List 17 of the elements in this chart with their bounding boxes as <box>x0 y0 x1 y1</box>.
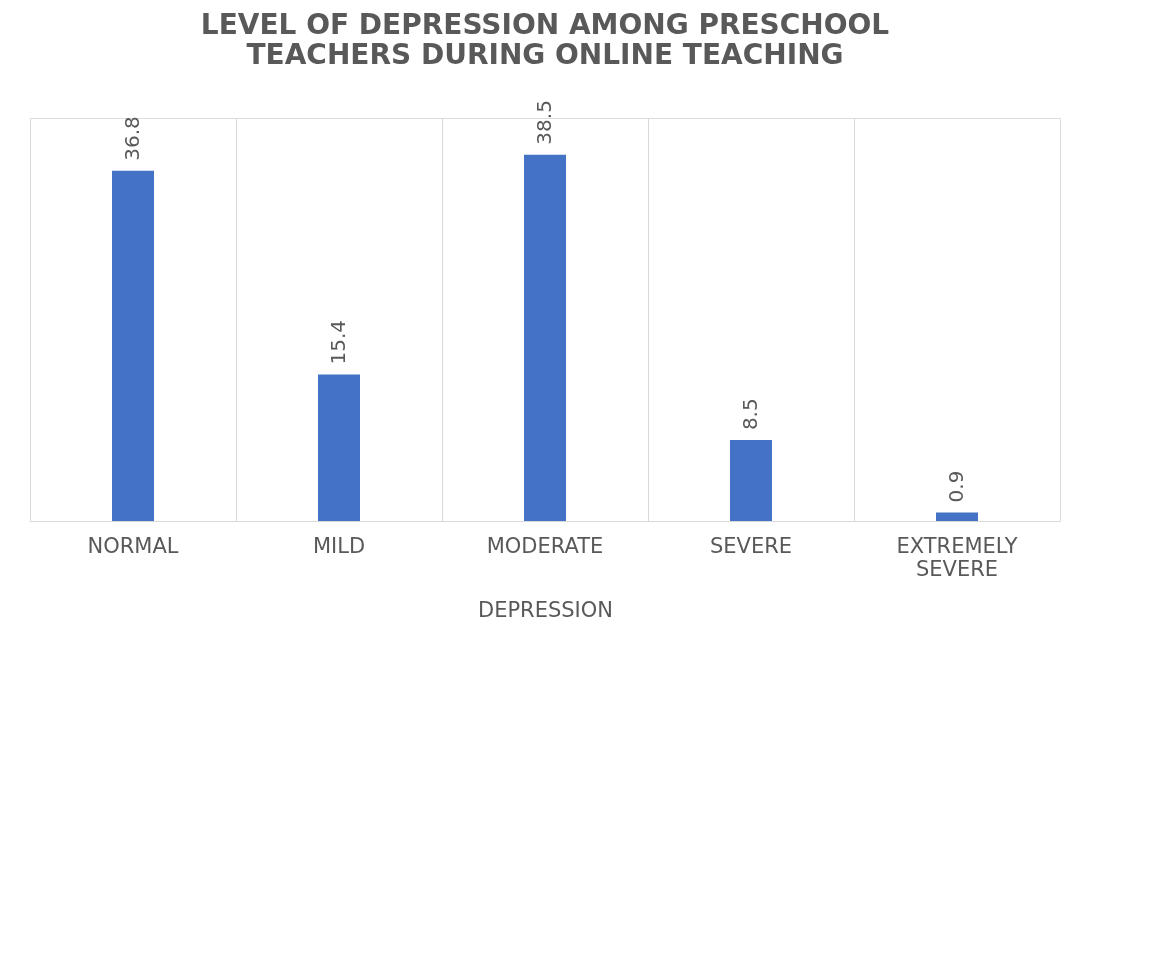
chart-title: LEVEL OF DEPRESSION AMONG PRESCHOOL TEACHERS DURING ONLINE TEACHING <box>200 8 890 72</box>
bar <box>936 512 978 521</box>
x-tick-label: SEVERE <box>709 533 793 558</box>
data-label: 15.4 <box>326 319 350 365</box>
data-label: 38.5 <box>532 100 556 145</box>
bar <box>112 170 154 521</box>
bar <box>524 154 566 521</box>
data-label: 8.5 <box>738 398 762 431</box>
bar <box>318 374 360 521</box>
x-tick-label: NORMAL <box>87 533 179 558</box>
x-tick-label: MILD <box>312 533 366 558</box>
data-label: 36.8 <box>120 116 144 161</box>
x-tick-label: MODERATE <box>486 533 604 558</box>
bar <box>730 440 772 521</box>
data-label: 0.9 <box>944 470 968 503</box>
x-tick-label: EXTREMELY SEVERE <box>896 533 1018 581</box>
x-axis-title: DEPRESSION <box>477 597 614 622</box>
